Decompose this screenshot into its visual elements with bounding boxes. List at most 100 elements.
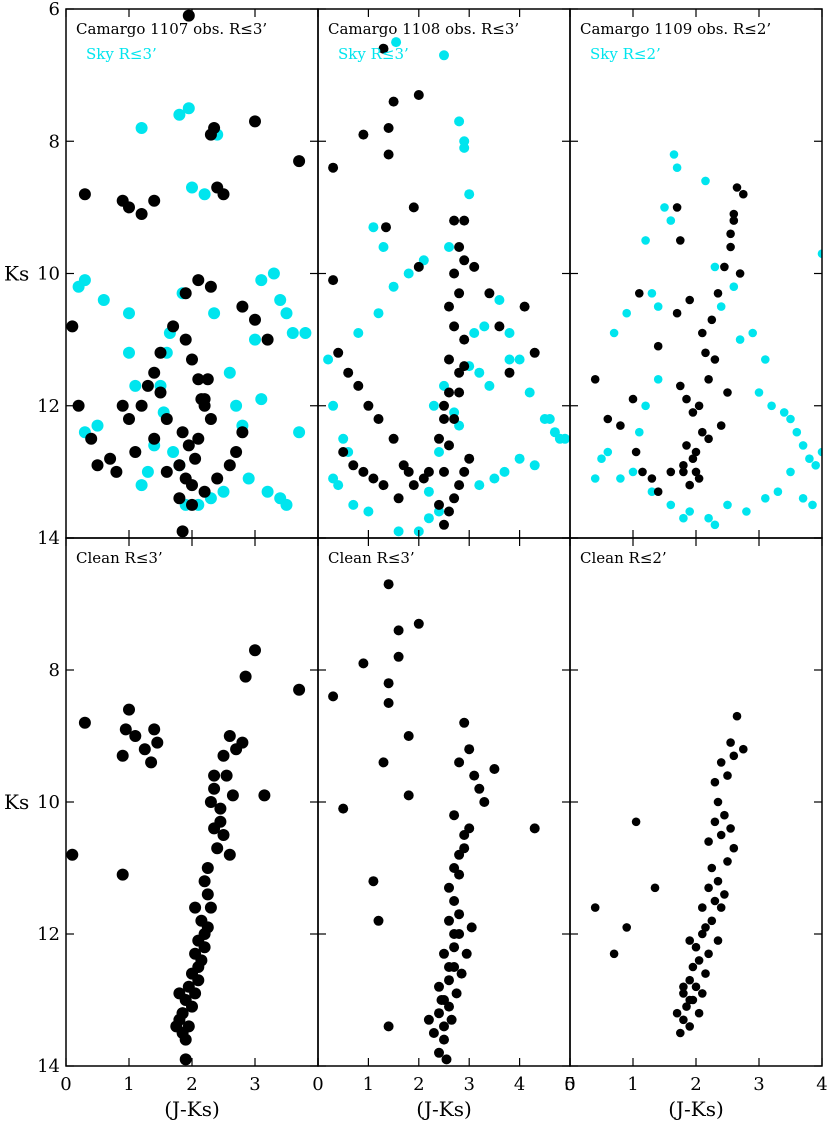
panel-label: Clean R≤3’ (76, 549, 163, 567)
observed-point (116, 399, 129, 412)
observed-point (631, 447, 641, 457)
observed-point (682, 441, 691, 450)
observed-point (676, 236, 685, 245)
observed-point (413, 90, 424, 100)
clean-point (456, 968, 467, 979)
observed-point (148, 432, 161, 445)
observed-point (590, 375, 600, 384)
sky-point (249, 333, 261, 346)
clean-point (211, 842, 224, 855)
sky-point (514, 453, 525, 464)
x-tick-label: 0 (564, 1074, 575, 1095)
observed-point (66, 320, 79, 333)
observed-point (688, 454, 698, 464)
y-tick-label: 6 (49, 0, 60, 20)
observed-point (449, 268, 460, 279)
clean-point (423, 1014, 434, 1025)
observed-point (91, 459, 104, 472)
clean-point (428, 1028, 439, 1038)
observed-point (726, 229, 735, 239)
clean-point (685, 995, 694, 1005)
observed-point (449, 493, 460, 504)
observed-point (698, 328, 707, 338)
observed-point (333, 347, 344, 358)
panel-6 (590, 711, 748, 1038)
observed-point (439, 400, 449, 411)
sky-point (779, 408, 789, 417)
sky-point (135, 122, 148, 134)
y-tick-label: 10 (37, 264, 60, 285)
clean-point (441, 1054, 452, 1065)
observed-point (449, 321, 460, 332)
observed-point (388, 96, 399, 107)
clean-point (201, 862, 214, 874)
observed-point (338, 447, 349, 457)
observed-point (459, 215, 470, 226)
panel-2-frame: Camargo 1108 obs. R≤3’ Sky R≤3’ (317, 8, 571, 539)
clean-point (449, 896, 460, 906)
sky-point (255, 274, 268, 287)
observed-point (186, 498, 198, 511)
sky-point (817, 249, 822, 258)
sky-point (616, 474, 625, 483)
clean-point (698, 903, 707, 912)
sky-point (217, 485, 230, 498)
observed-point (230, 446, 243, 458)
clean-point (145, 756, 158, 769)
clean-point (716, 758, 726, 767)
clean-point (383, 579, 394, 590)
observed-point (723, 388, 732, 397)
x-tick-label: 0 (60, 1074, 71, 1095)
sky-point (403, 268, 414, 279)
observed-point (454, 387, 465, 398)
sky-point (280, 307, 293, 320)
x-tick-label: 2 (186, 1074, 197, 1095)
observed-point (198, 399, 211, 412)
clean-point (694, 956, 704, 965)
sky-point (735, 335, 745, 344)
observed-point (223, 459, 236, 472)
observed-point (179, 287, 192, 300)
sky-point (773, 487, 783, 497)
clean-point (672, 1008, 682, 1018)
points-layer (66, 644, 306, 1066)
sky-point (704, 513, 713, 523)
sky-point (338, 433, 349, 444)
sky-point (464, 189, 475, 200)
clean-point (716, 830, 726, 840)
clean-point (383, 678, 394, 689)
x-tick-label: 1 (627, 1074, 638, 1095)
sky-point (323, 354, 334, 365)
sky-point (388, 281, 399, 292)
clean-point (393, 651, 404, 662)
observed-point (192, 274, 205, 287)
clean-point (173, 987, 186, 1000)
sky-label: Sky R≤3’ (338, 45, 409, 63)
observed-point (135, 399, 148, 412)
clean-point (676, 1028, 685, 1038)
y-axis-label: Ks (4, 790, 29, 814)
panel-3 (590, 150, 822, 530)
clean-point (529, 823, 540, 834)
observed-point (182, 439, 195, 452)
sky-point (129, 379, 142, 392)
y-tick-label: 14 (37, 1056, 60, 1077)
x-axis-label: (J-Ks) (164, 1097, 220, 1121)
observed-point (682, 394, 691, 404)
clean-point (204, 796, 217, 808)
clean-point (698, 989, 707, 998)
observed-point (186, 479, 198, 492)
observed-point (459, 466, 470, 477)
observed-point (616, 421, 625, 430)
clean-point (449, 942, 460, 953)
clean-point (713, 797, 723, 807)
points-layer (323, 37, 570, 537)
clean-point (148, 723, 161, 736)
sky-point (97, 294, 110, 306)
observed-point (638, 467, 647, 477)
clean-point (338, 803, 349, 814)
clean-point (464, 744, 475, 755)
observed-point (672, 203, 682, 212)
clean-point (701, 969, 710, 978)
clean-point (449, 810, 460, 821)
